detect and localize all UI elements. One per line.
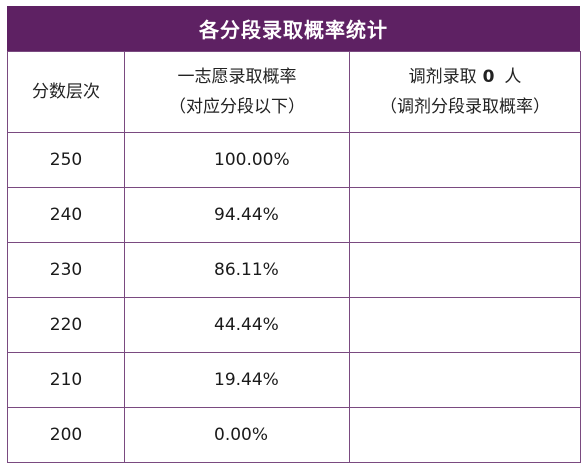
header-score-level: 分数层次 [7, 51, 125, 133]
rate-cell: 44.44% [124, 297, 350, 353]
header-score-level-label: 分数层次 [32, 82, 100, 102]
rate-cell: 19.44% [124, 352, 350, 408]
adjustment-count: 0 [482, 67, 495, 87]
probability-table: 分数层次 一志愿录取概率 （对应分段以下） 调剂录取 0 人 （调剂分段录取概率） … [7, 51, 581, 463]
rate-cell: 100.00% [124, 132, 350, 188]
header-adjustment-rate: 调剂录取 0 人 （调剂分段录取概率） [349, 51, 581, 133]
header-adjustment-prefix: 调剂录取 [408, 67, 477, 87]
table-row: 240 94.44% [7, 187, 581, 243]
table-row: 220 44.44% [7, 297, 581, 353]
rate-cell: 94.44% [124, 187, 350, 243]
score-cell: 200 [7, 407, 125, 463]
rate-cell: 0.00% [124, 407, 350, 463]
header-row: 分数层次 一志愿录取概率 （对应分段以下） 调剂录取 0 人 （调剂分段录取概率） [7, 51, 581, 133]
probability-table-card: 各分段录取概率统计 分数层次 一志愿录取概率 （对应分段以下） 调剂录取 0 人 （… [7, 6, 581, 463]
table-row: 210 19.44% [7, 352, 581, 408]
score-cell: 240 [7, 187, 125, 243]
table-row: 200 0.00% [7, 407, 581, 463]
adjust-cell [349, 407, 581, 463]
adjust-cell [349, 187, 581, 243]
adjust-cell [349, 242, 581, 298]
table-row: 250 100.00% [7, 132, 581, 188]
table-row: 230 86.11% [7, 242, 581, 298]
header-first-choice-rate: 一志愿录取概率 （对应分段以下） [124, 51, 350, 133]
score-cell: 250 [7, 132, 125, 188]
adjust-cell [349, 132, 581, 188]
header-adjustment-line2: （调剂分段录取概率） [380, 97, 550, 117]
adjust-cell [349, 297, 581, 353]
rate-cell: 86.11% [124, 242, 350, 298]
header-first-choice-line2: （对应分段以下） [169, 97, 305, 117]
score-cell: 210 [7, 352, 125, 408]
adjust-cell [349, 352, 581, 408]
table-title: 各分段录取概率统计 [7, 6, 580, 51]
header-adjustment-suffix: 人 [504, 67, 522, 87]
score-cell: 220 [7, 297, 125, 353]
score-cell: 230 [7, 242, 125, 298]
header-adjustment-line1: 调剂录取 0 人 [350, 62, 580, 92]
header-first-choice-line1: 一志愿录取概率 [177, 67, 297, 87]
